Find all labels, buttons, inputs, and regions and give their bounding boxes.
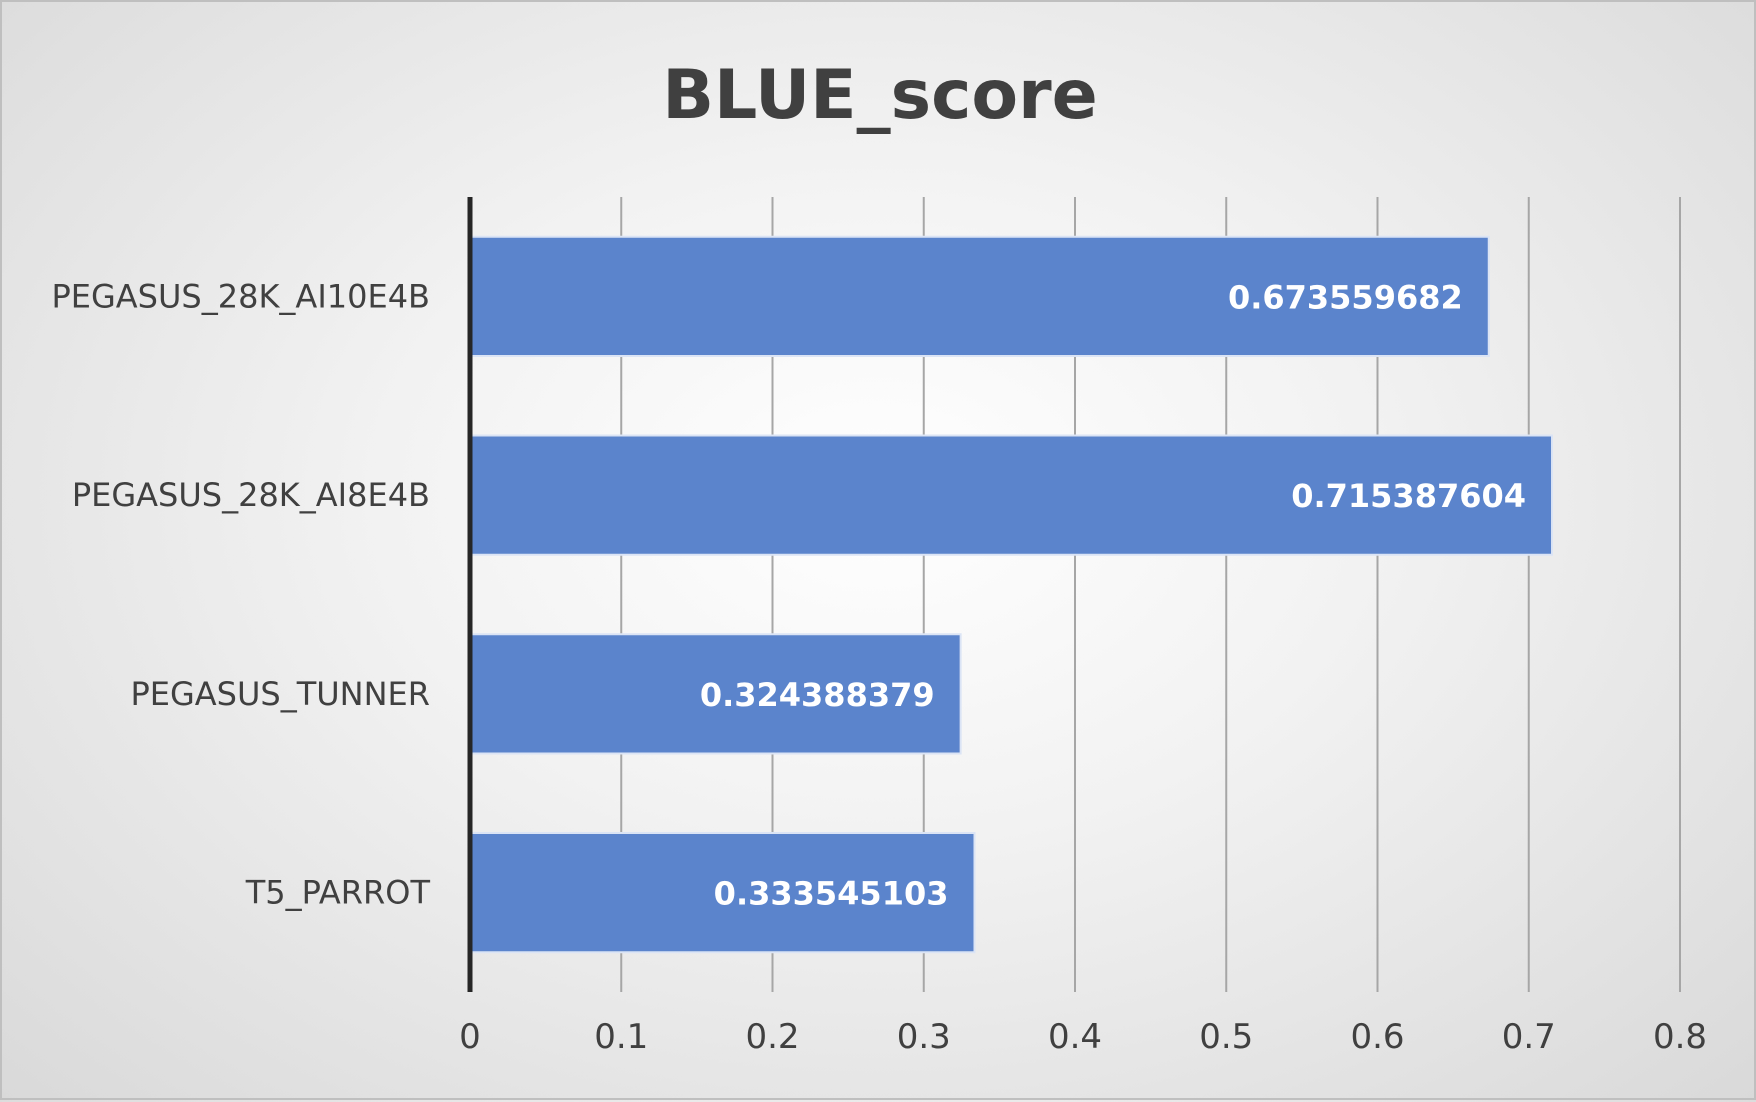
x-tick-label: 0.4 [1048, 1017, 1102, 1057]
category-labels: PEGASUS_28K_AI10E4B PEGASUS_28K_AI8E4B PEG… [51, 277, 430, 911]
category-label: PEGASUS_28K_AI8E4B [72, 476, 430, 514]
data-label: 0.715387604 [1291, 477, 1526, 515]
category-label: PEGASUS_28K_AI10E4B [51, 277, 430, 315]
x-tick-label: 0.2 [745, 1017, 799, 1057]
x-tick-label: 0.7 [1502, 1017, 1556, 1057]
x-tick-label: 0.6 [1350, 1017, 1404, 1057]
bar [469, 832, 976, 954]
data-label: 0.333545103 [714, 875, 949, 913]
x-tick-label: 0.3 [897, 1017, 951, 1057]
x-tick-label: 0.8 [1653, 1017, 1707, 1057]
x-axis-tick-labels: 0 0.1 0.2 0.3 0.4 0.5 0.6 0.7 0.8 [459, 1017, 1707, 1057]
chart-title: BLUE_score [662, 56, 1098, 135]
x-tick-label: 0 [459, 1017, 481, 1057]
category-label: T5_PARROT [245, 874, 431, 912]
x-tick-label: 0.5 [1199, 1017, 1253, 1057]
data-label: 0.324388379 [700, 676, 935, 714]
data-label: 0.673559682 [1228, 278, 1463, 316]
data-labels: 0.673559682 0.715387604 0.324388379 0.33354… [700, 278, 1526, 912]
bar [469, 633, 962, 755]
bar [469, 434, 1554, 556]
x-tick-label: 0.1 [594, 1017, 648, 1057]
bars [469, 235, 1554, 954]
category-label: PEGASUS_TUNNER [130, 675, 430, 713]
